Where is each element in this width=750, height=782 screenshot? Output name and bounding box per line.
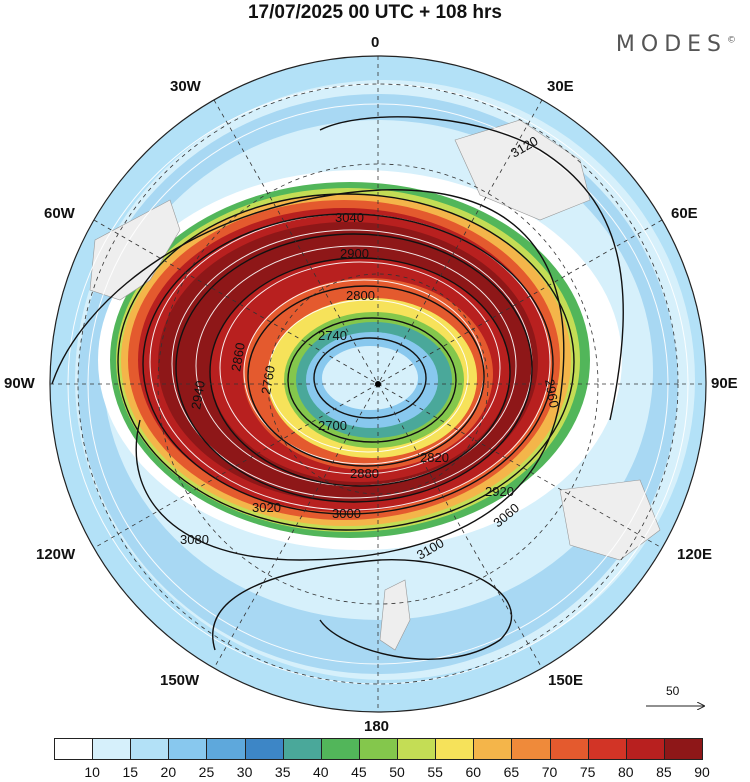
colorbar-cell xyxy=(549,738,589,760)
colorbar-cell xyxy=(663,738,703,760)
contour-label: 3000 xyxy=(332,506,361,521)
colorbar-cell xyxy=(511,738,551,760)
copyright-mark: © xyxy=(727,35,736,46)
colorbar-cell xyxy=(92,738,132,760)
lon-label-60w: 60W xyxy=(44,205,75,222)
colorbar-cell xyxy=(358,738,399,760)
contour-label: 2740 xyxy=(318,328,347,343)
lon-label-30w: 30W xyxy=(170,78,201,95)
contour-label: 2960 xyxy=(542,378,562,409)
colorbar-tick-label: 90 xyxy=(694,764,710,780)
lon-label-120e: 120E xyxy=(677,546,713,563)
colorbar-tick-label: 20 xyxy=(160,764,177,780)
contour-label: 2700 xyxy=(318,418,347,433)
colorbar-cell xyxy=(587,738,627,760)
colorbar-cell xyxy=(54,738,94,760)
lon-label-150e: 150E xyxy=(548,672,584,689)
lon-label-30e: 30E xyxy=(547,78,574,95)
colorbar-cell xyxy=(282,738,322,760)
colorbar-cell xyxy=(206,738,246,760)
colorbar-tick-label: 10 xyxy=(84,764,100,780)
pole-marker xyxy=(375,381,381,387)
contour-label: 2820 xyxy=(420,450,449,465)
map-title: 17/07/2025 00 UTC + 108 hrs xyxy=(247,2,503,23)
colorbar: 10 15 20 25 30 35 40 45 50 55 60 65 70 75 80 85 90 xyxy=(54,738,710,780)
colorbar-cell xyxy=(473,738,513,760)
vector-reference: 50 xyxy=(646,684,706,714)
colorbar-tick-label: 75 xyxy=(579,764,596,780)
lon-label-150w: 150W xyxy=(160,672,200,689)
lon-label-90w: 90W xyxy=(4,375,35,392)
contour-label: 2940 xyxy=(188,379,208,410)
colorbar-cell xyxy=(320,738,360,760)
colorbar-tick-label: 35 xyxy=(274,764,291,780)
contour-label: 3020 xyxy=(252,500,281,515)
brand-logo: MODES© xyxy=(616,32,736,57)
colorbar-tick-label: 40 xyxy=(313,764,329,780)
contour-label: 3080 xyxy=(180,532,209,547)
colorbar-cell xyxy=(435,738,475,760)
colorbar-tick-label: 85 xyxy=(656,764,672,780)
contour-label: 2920 xyxy=(485,484,514,499)
contour-label: 2900 xyxy=(340,246,369,261)
map-boundary xyxy=(49,55,707,713)
contour-label: 2880 xyxy=(350,466,379,481)
lon-label-60e: 60E xyxy=(671,205,698,222)
colorbar-tick-label: 50 xyxy=(389,764,405,780)
brand-text: MODES xyxy=(615,32,727,57)
contour-label: 2860 xyxy=(228,341,248,372)
wind-speed-field xyxy=(50,56,706,712)
colorbar-tick-label: 55 xyxy=(427,764,443,780)
colorbar-tick-label: 70 xyxy=(541,764,558,780)
colorbar-tick-label: 80 xyxy=(617,764,634,780)
colorbar-tick-label: 60 xyxy=(465,764,482,780)
colorbar-tick-label: 25 xyxy=(198,764,215,780)
colorbar-tick-label: 45 xyxy=(351,764,367,780)
colorbar-cell xyxy=(168,738,208,760)
colorbar-tick-label: 30 xyxy=(236,764,253,780)
colorbar-cell xyxy=(130,738,170,760)
lon-label-0: 0 xyxy=(371,34,380,51)
colorbar-tick-label: 15 xyxy=(122,764,139,780)
height-contours xyxy=(51,116,624,660)
colorbar-cell xyxy=(397,738,437,760)
colorbar-cell xyxy=(244,738,284,760)
lon-label-180: 180 xyxy=(364,718,390,735)
lon-label-90e: 90E xyxy=(711,375,738,392)
colorbar-cell xyxy=(625,738,665,760)
lon-label-120w: 120W xyxy=(36,546,76,563)
colorbar-tick-label: 65 xyxy=(503,764,520,780)
contour-label: 3040 xyxy=(335,210,364,225)
vector-reference-value: 50 xyxy=(666,684,680,698)
contour-label: 2800 xyxy=(346,288,375,303)
contour-label: 2760 xyxy=(258,364,278,395)
